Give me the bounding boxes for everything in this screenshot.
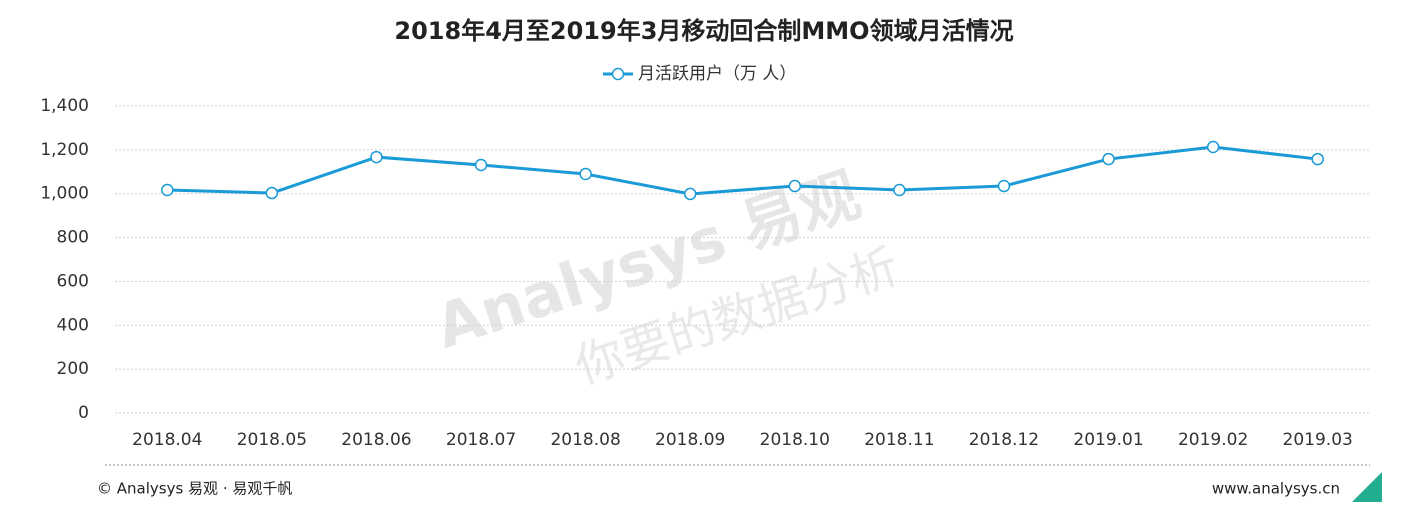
data-point: [1206, 140, 1220, 154]
footer-source: © Analysys 易观 · 易观千帆: [97, 480, 292, 498]
data-point: [997, 179, 1011, 193]
data-point: [683, 187, 697, 201]
legend-label: 月活跃用户（万 人）: [638, 64, 796, 84]
data-point: [579, 167, 592, 181]
x-tick-label: 2018.04: [132, 430, 202, 450]
data-point: [1102, 152, 1115, 166]
x-tick-label: 2018.12: [969, 430, 1039, 450]
x-tick-label: 2019.02: [1178, 430, 1248, 450]
data-point: [265, 186, 279, 200]
footer-logo: [1352, 472, 1382, 502]
x-tick-label: 2018.06: [341, 430, 411, 450]
y-tick-label: 1,200: [40, 140, 89, 160]
y-tick-label: 400: [57, 315, 89, 335]
y-tick-label: 600: [57, 271, 89, 291]
y-tick-label: 1,000: [40, 184, 89, 204]
x-tick-label: 2018.08: [550, 430, 620, 450]
watermark: Analysys 易观 你要的数据分析: [428, 160, 906, 396]
data-point: [893, 183, 906, 197]
footer-website: www.analysys.cn: [1212, 480, 1340, 498]
data-point: [1311, 152, 1324, 166]
x-tick-label: 2019.01: [1073, 430, 1143, 450]
x-tick-label: 2019.03: [1283, 430, 1353, 450]
legend-marker: [611, 67, 625, 81]
data-point: [474, 158, 488, 172]
x-tick-label: 2018.05: [237, 430, 307, 450]
y-tick-label: 0: [78, 403, 89, 423]
x-tick-label: 2018.11: [864, 430, 934, 450]
x-tick-label: 2018.09: [655, 430, 725, 450]
data-point: [370, 150, 383, 164]
y-tick-label: 1,400: [40, 96, 89, 116]
y-tick-label: 800: [57, 228, 89, 248]
y-tick-label: 200: [57, 359, 89, 379]
x-tick-label: 2018.07: [446, 430, 516, 450]
chart-title: 2018年4月至2019年3月移动回合制MMO领域月活情况: [394, 17, 1013, 45]
data-point: [161, 183, 174, 197]
data-point: [788, 179, 802, 193]
x-tick-label: 2018.10: [760, 430, 830, 450]
series-line: [167, 145, 1318, 196]
